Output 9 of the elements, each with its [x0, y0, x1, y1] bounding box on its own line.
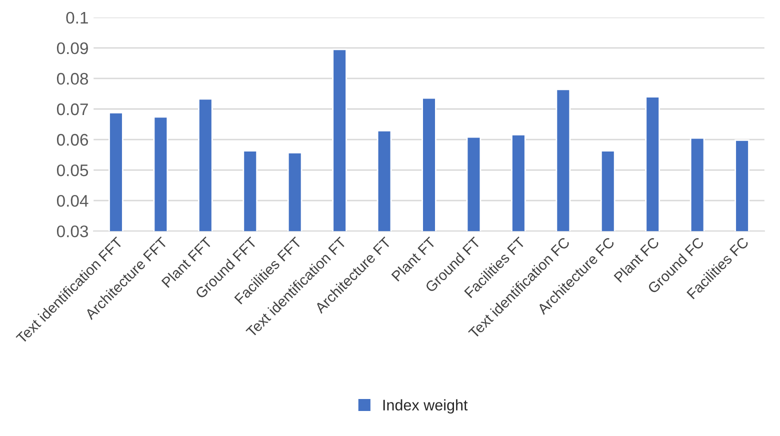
y-tick-label: 0.08	[56, 72, 88, 85]
y-tick-label: 0.03	[56, 225, 88, 238]
y-tick-label: 0.04	[56, 194, 88, 207]
legend-label: Index weight	[383, 399, 468, 414]
y-tick-label: 0.07	[56, 103, 88, 116]
y-tick-label: 0.05	[56, 164, 88, 176]
y-tick-label: 0.09	[56, 42, 88, 54]
y-tick-label: 0.1	[66, 12, 88, 24]
y-tick-label: 0.06	[56, 134, 88, 146]
